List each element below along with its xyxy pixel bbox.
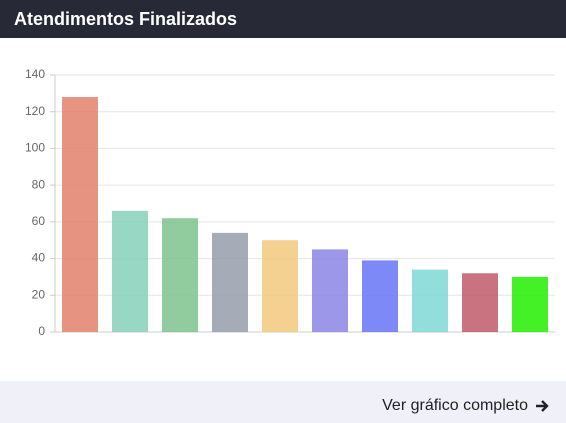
bar — [262, 240, 298, 332]
y-tick-label: 60 — [32, 214, 46, 228]
full-chart-link[interactable]: Ver gráfico completo — [382, 397, 550, 415]
footer: Ver gráfico completo — [0, 381, 566, 423]
arrow-icon — [536, 400, 549, 412]
bar — [312, 249, 348, 332]
y-tick-label: 100 — [25, 141, 45, 155]
y-tick-label: 40 — [32, 251, 46, 265]
bar — [362, 260, 398, 332]
link-text: Ver gráfico completo — [382, 397, 528, 414]
header-title: Atendimentos Finalizados — [14, 9, 238, 29]
bar — [212, 232, 248, 332]
header: Atendimentos Finalizados — [0, 0, 566, 38]
y-tick-label: 80 — [32, 177, 46, 191]
bar — [162, 218, 198, 332]
y-tick-label: 120 — [25, 104, 45, 118]
y-tick-label: 140 — [25, 67, 45, 81]
bar — [512, 276, 548, 332]
bar — [62, 97, 98, 333]
y-tick-label: 0 — [38, 324, 45, 338]
bar — [412, 269, 448, 332]
bar — [112, 210, 148, 332]
y-tick-label: 20 — [32, 287, 46, 301]
chart: 0 20 40 60 80 100 120 140 — [25, 67, 555, 338]
bar — [462, 273, 498, 332]
